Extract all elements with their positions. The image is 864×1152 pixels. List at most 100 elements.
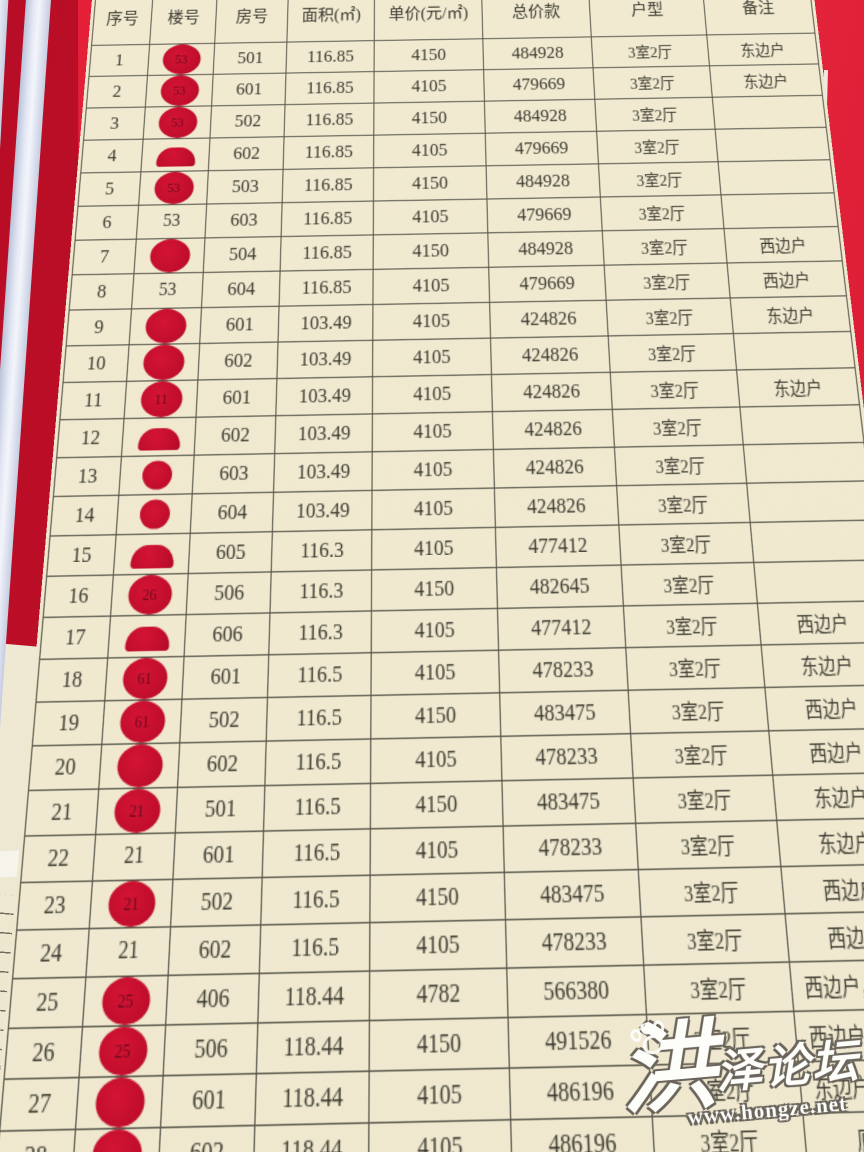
- cell-note: [746, 480, 864, 523]
- cell-room: 602: [177, 741, 267, 788]
- sold-sticker: [141, 344, 185, 381]
- cell-note: 东边户: [730, 295, 851, 334]
- cell-room: 602: [208, 136, 285, 171]
- cell-note: 西边户: [727, 260, 847, 298]
- cell-layout: 3室2厅: [610, 369, 740, 410]
- cell-room: 606: [184, 612, 271, 657]
- cell-total: 478233: [503, 823, 639, 873]
- cell-unit-price: 4105: [369, 919, 507, 972]
- cell-total: 484928: [486, 163, 601, 200]
- cell-unit-price: 4150: [370, 692, 501, 739]
- cell-area: 116.5: [264, 783, 371, 832]
- cell-total: 479669: [485, 131, 599, 166]
- cell-serial: 12: [56, 418, 125, 458]
- cell-building: [107, 614, 187, 658]
- cell-unit-price: 4150: [373, 232, 489, 270]
- cell-room: 604: [190, 492, 275, 534]
- sticker-label: 26: [142, 584, 158, 604]
- sold-sticker: 53: [161, 44, 202, 75]
- cell-layout: 3室2厅: [608, 333, 737, 373]
- sticker-label: 53: [170, 114, 185, 130]
- cell-room: 502: [179, 697, 269, 743]
- sold-sticker: [144, 308, 187, 344]
- cell-building: [116, 493, 193, 535]
- sticker-label: 53: [172, 82, 187, 98]
- cell-area: 116.5: [268, 652, 372, 698]
- cell-unit-price: 4105: [372, 267, 490, 305]
- cell-note: [720, 192, 839, 229]
- cell-unit-price: 4150: [369, 1017, 510, 1072]
- cell-total: 478233: [498, 647, 629, 693]
- cell-area: 103.49: [278, 304, 373, 343]
- header-layout: 户型: [588, 0, 707, 37]
- cell-building: [98, 742, 180, 790]
- cell-building: [133, 237, 206, 274]
- cell-note: 东边户: [706, 33, 819, 66]
- cell-layout: 3室2厅: [625, 644, 765, 691]
- sold-sticker: 11: [139, 380, 183, 418]
- cell-room: 601: [173, 831, 265, 880]
- cell-layout: 3室2厅: [632, 775, 777, 824]
- cell-layout: 3室2厅: [614, 444, 747, 486]
- cell-room: 501: [213, 42, 288, 75]
- cell-layout: 3室2厅: [606, 297, 734, 336]
- cell-area: 118.44: [258, 971, 370, 1023]
- sold-sticker: [148, 238, 191, 273]
- cell-note: 西边户: [723, 226, 843, 263]
- sold-sticker: [93, 1076, 146, 1129]
- cell-layout: 3室2厅: [602, 228, 728, 266]
- cell-note: [712, 95, 827, 130]
- sold-sticker: [137, 427, 181, 451]
- cell-total: 566380: [506, 965, 647, 1018]
- sold-sticker: [155, 146, 196, 167]
- cell-unit-price: 4105: [373, 69, 485, 104]
- cell-unit-price: 4105: [372, 411, 494, 452]
- cell-note: 东边户: [776, 817, 864, 867]
- cell-area: 116.85: [282, 167, 374, 203]
- cell-note: 东边户: [772, 772, 864, 821]
- cell-building: 53: [136, 204, 207, 240]
- cell-total: 424826: [493, 447, 617, 489]
- cell-note: 东边户: [761, 642, 864, 688]
- sold-sticker: 25: [96, 1026, 149, 1077]
- sold-sticker: 53: [159, 75, 200, 107]
- cell-area: 103.49: [272, 490, 373, 532]
- cell-layout: 3室2厅: [640, 913, 790, 966]
- cell-room: 501: [175, 785, 266, 833]
- cell-building: 61: [104, 656, 185, 701]
- cell-note: [739, 404, 864, 445]
- cell-total: 479669: [486, 197, 603, 233]
- cell-area: 116.85: [279, 269, 374, 307]
- cell-note: [715, 127, 831, 162]
- cell-unit-price: 4150: [369, 872, 506, 923]
- cell-serial: 25: [8, 977, 86, 1029]
- cell-unit-price: 4105: [371, 650, 500, 696]
- cell-room: 601: [211, 73, 287, 106]
- cell-layout: 3室2厅: [600, 194, 724, 231]
- cell-unit-price: 4105: [373, 199, 488, 235]
- cell-room: 502: [210, 104, 286, 139]
- cell-unit-price: 4105: [370, 736, 502, 784]
- cell-serial: 8: [69, 273, 134, 311]
- cell-room: 602: [194, 415, 277, 456]
- cell-total: 483475: [504, 869, 641, 920]
- cell-layout: 3室2厅: [616, 483, 751, 525]
- cell-unit-price: 4150: [371, 567, 498, 611]
- cell-total: 478233: [505, 916, 644, 969]
- cell-note: [743, 442, 864, 484]
- cell-serial: 9: [66, 308, 132, 346]
- cell-building: [129, 307, 202, 345]
- cell-serial: 24: [12, 928, 90, 979]
- cell-note: [753, 560, 864, 604]
- cell-unit-price: 4150: [373, 101, 486, 136]
- cell-room: 602: [198, 342, 279, 380]
- cell-room: 506: [186, 571, 272, 615]
- cell-area: 116.85: [285, 71, 375, 105]
- cell-note: 东边户: [709, 63, 823, 98]
- cell-note: [733, 331, 856, 370]
- cell-building: 53: [147, 43, 215, 76]
- header-building: 楼号: [149, 0, 218, 45]
- cell-area: 116.5: [266, 695, 372, 742]
